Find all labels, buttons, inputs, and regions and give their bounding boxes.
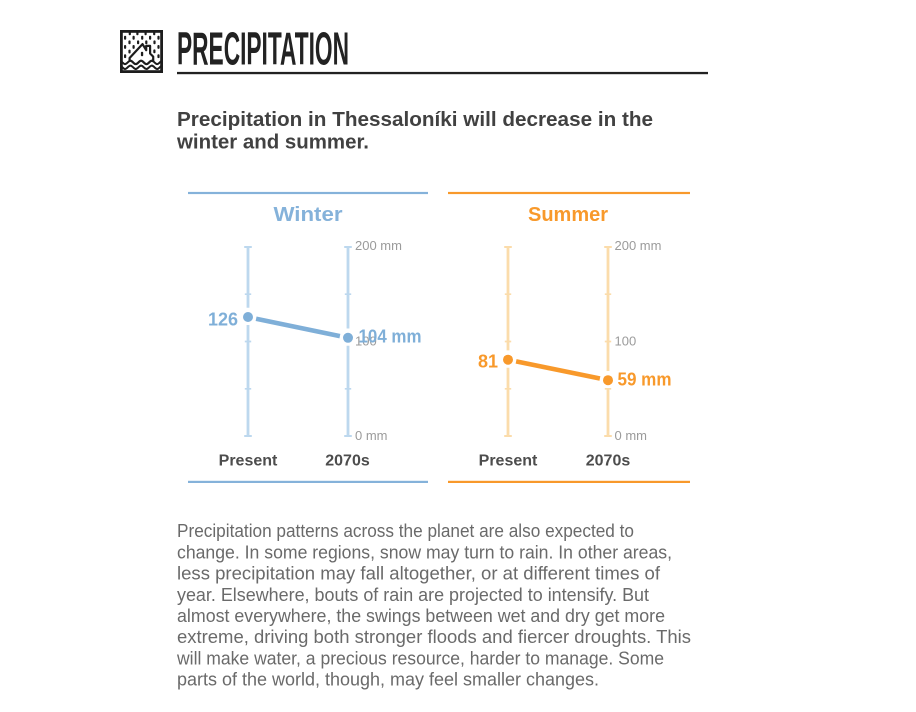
svg-text:104 mm: 104 mm [359, 327, 422, 347]
svg-text:126: 126 [208, 310, 238, 330]
svg-text:change. In some regions, snow: change. In some regions, snow may turn t… [177, 541, 672, 562]
svg-text:100: 100 [355, 334, 377, 349]
svg-text:PRECIPITATION: PRECIPITATION [177, 22, 349, 74]
svg-text:0 mm: 0 mm [355, 428, 388, 443]
svg-text:2070s: 2070s [325, 453, 370, 470]
svg-text:parts of the world, though, ma: parts of the world, though, may feel sma… [177, 669, 599, 690]
svg-text:year. Elsewhere, bouts of rain: year. Elsewhere, bouts of rain are proje… [177, 584, 649, 605]
svg-text:59 mm: 59 mm [618, 370, 672, 390]
svg-text:less precipitation may fall al: less precipitation may fall altogether, … [177, 563, 661, 584]
svg-text:200 mm: 200 mm [615, 238, 662, 253]
svg-text:200 mm: 200 mm [355, 238, 402, 253]
svg-text:Present: Present [479, 453, 538, 470]
svg-text:Present: Present [219, 453, 278, 470]
svg-text:Precipitation patterns across: Precipitation patterns across the planet… [177, 520, 634, 541]
svg-text:0 mm: 0 mm [615, 428, 648, 443]
svg-text:Precipitation in Thessaloníki: Precipitation in Thessaloníki will decre… [177, 109, 653, 131]
svg-text:81: 81 [478, 352, 498, 372]
svg-text:will make water, a precious re: will make water, a precious resource, ha… [176, 647, 664, 668]
svg-text:100: 100 [615, 334, 637, 349]
svg-text:winter and summer.: winter and summer. [176, 131, 369, 153]
svg-text:almost everywhere, the swings: almost everywhere, the swings between we… [177, 605, 665, 626]
svg-text:extreme, driving both stronger: extreme, driving both stronger floods an… [177, 626, 691, 647]
svg-text:Summer: Summer [528, 204, 608, 226]
svg-text:2070s: 2070s [586, 453, 631, 470]
svg-text:Winter: Winter [274, 204, 343, 226]
